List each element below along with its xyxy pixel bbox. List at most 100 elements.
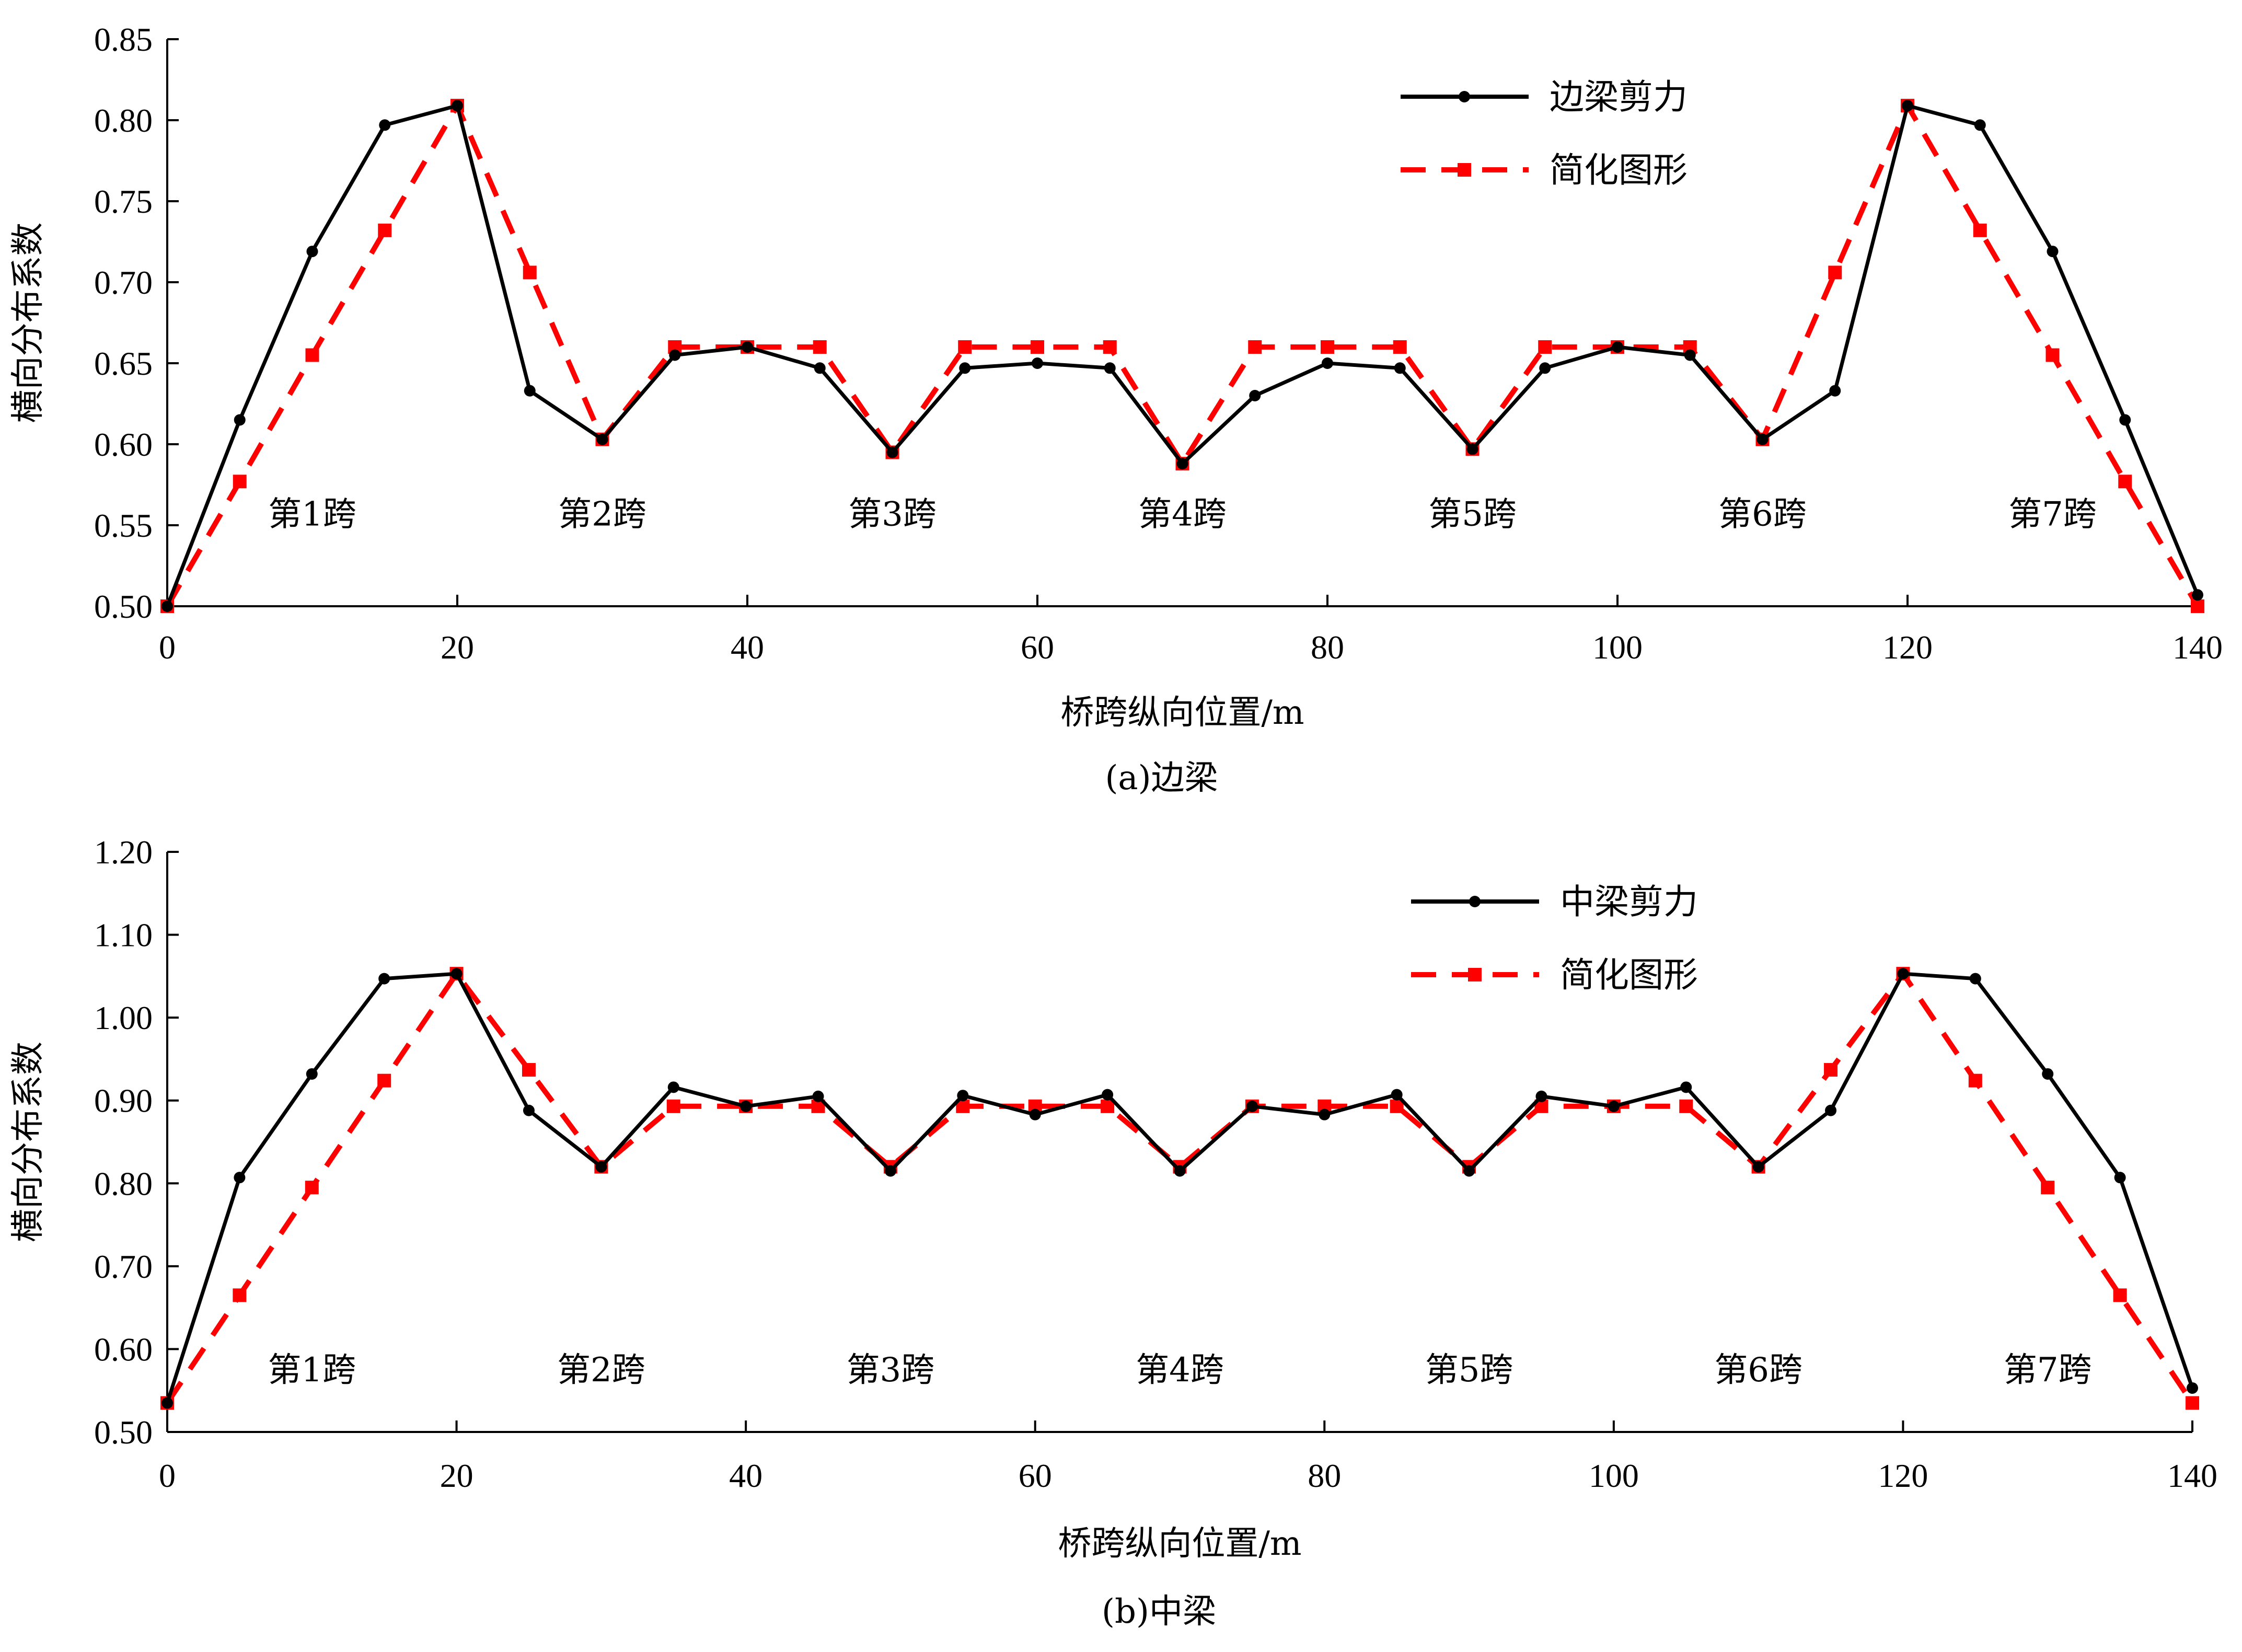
data-point bbox=[1104, 362, 1116, 374]
data-point bbox=[1319, 1108, 1331, 1120]
legend-marker bbox=[1468, 968, 1482, 981]
data-point bbox=[1176, 458, 1188, 470]
data-point bbox=[669, 349, 681, 361]
data-point bbox=[957, 1090, 969, 1102]
chart-panel-a: 0.50 0.55 0.60 0.65 0.70 0.75 0.80 0.85 0 20 40 60 8… bbox=[9, 21, 2223, 798]
data-point bbox=[161, 1397, 173, 1409]
y-tick-label: 0.80 bbox=[94, 1165, 153, 1202]
x-tick-label: 100 bbox=[1589, 1457, 1639, 1494]
span-label: 第2跨 bbox=[558, 495, 646, 534]
y-tick-label: 0.50 bbox=[94, 588, 153, 625]
y-tick-label: 0.55 bbox=[94, 507, 153, 544]
data-point bbox=[740, 1100, 752, 1112]
data-point bbox=[1756, 433, 1769, 445]
span-label: 第1跨 bbox=[268, 1351, 356, 1390]
data-point bbox=[306, 246, 318, 258]
data-point bbox=[1174, 1165, 1186, 1177]
data-point bbox=[2186, 1396, 2199, 1410]
data-point bbox=[959, 362, 971, 374]
data-point bbox=[884, 1165, 896, 1177]
data-point bbox=[524, 385, 536, 397]
x-tick-label: 0 bbox=[159, 629, 176, 666]
data-point bbox=[667, 1081, 679, 1093]
data-point bbox=[234, 1172, 246, 1184]
data-point bbox=[1029, 1108, 1041, 1120]
data-point bbox=[1825, 1104, 1837, 1116]
legend-label: 中梁剪力 bbox=[1560, 882, 1698, 922]
span-label: 第4跨 bbox=[1136, 1351, 1224, 1390]
y-tick-label: 0.60 bbox=[94, 426, 153, 463]
y-tick-label: 0.50 bbox=[94, 1414, 153, 1451]
data-point bbox=[742, 341, 753, 353]
span-label: 第4跨 bbox=[1138, 495, 1227, 534]
data-point bbox=[1466, 443, 1478, 455]
x-tick-label: 20 bbox=[440, 1457, 473, 1494]
data-point bbox=[2113, 1288, 2127, 1302]
data-point bbox=[1393, 340, 1407, 354]
data-point bbox=[1612, 341, 1623, 353]
span-label: 第5跨 bbox=[1425, 1351, 1513, 1390]
x-tick-label: 20 bbox=[441, 629, 474, 666]
data-point bbox=[886, 446, 898, 458]
x-tick-label: 0 bbox=[159, 1457, 176, 1494]
data-point bbox=[1902, 100, 1913, 112]
y-tick-label: 1.20 bbox=[94, 834, 153, 871]
x-tick-label: 40 bbox=[731, 629, 764, 666]
y-tick-label: 0.65 bbox=[94, 345, 153, 382]
span-label: 第3跨 bbox=[848, 495, 937, 534]
span-label: 第7跨 bbox=[2008, 495, 2097, 534]
data-point bbox=[306, 1068, 318, 1080]
span-label: 第2跨 bbox=[557, 1351, 645, 1390]
data-point bbox=[234, 414, 246, 426]
data-point bbox=[1391, 1089, 1403, 1101]
data-point bbox=[595, 1161, 607, 1173]
data-point bbox=[813, 340, 827, 354]
data-point bbox=[1249, 390, 1261, 401]
data-point bbox=[2191, 599, 2204, 613]
chart-panel-b: 0.50 0.60 0.70 0.80 0.90 1.00 1.10 1.20 0 20 40 60 8… bbox=[9, 834, 2217, 1631]
x-axis-title: 桥跨纵向位置/m bbox=[1060, 694, 1304, 732]
y-tick-label: 0.75 bbox=[94, 183, 153, 220]
x-tick-label: 120 bbox=[1882, 629, 1933, 666]
data-point bbox=[812, 1090, 824, 1102]
x-tick-label: 80 bbox=[1311, 629, 1344, 666]
legend-label: 简化图形 bbox=[1560, 955, 1698, 995]
data-point bbox=[1031, 340, 1044, 354]
data-point bbox=[2114, 1172, 2126, 1184]
data-point bbox=[666, 1099, 680, 1113]
data-point bbox=[1680, 1081, 1692, 1093]
x-axis-title: 桥跨纵向位置/m bbox=[1058, 1524, 1301, 1563]
data-point bbox=[1824, 1063, 1838, 1077]
x-tick-label: 120 bbox=[1878, 1457, 1928, 1494]
data-point bbox=[1679, 1099, 1693, 1113]
data-point bbox=[2047, 246, 2059, 258]
span-label: 第5跨 bbox=[1428, 495, 1517, 534]
series-line-simplified bbox=[165, 971, 2195, 1405]
legend-label: 简化图形 bbox=[1550, 150, 1688, 190]
data-point bbox=[305, 348, 319, 362]
data-point bbox=[1102, 1089, 1114, 1101]
data-point bbox=[814, 362, 826, 374]
span-label: 第3跨 bbox=[847, 1351, 935, 1390]
y-tick-label: 1.00 bbox=[94, 999, 153, 1036]
data-point bbox=[1829, 385, 1841, 397]
data-point bbox=[378, 973, 390, 985]
series-line-simplified bbox=[165, 103, 2200, 608]
data-point bbox=[1103, 340, 1117, 354]
data-point bbox=[233, 1288, 247, 1302]
data-point bbox=[161, 600, 173, 612]
y-tick-label: 1.10 bbox=[94, 917, 153, 954]
y-tick-label: 0.70 bbox=[94, 1248, 153, 1285]
data-point bbox=[2041, 1181, 2055, 1195]
data-point bbox=[522, 1063, 536, 1077]
x-tick-label: 80 bbox=[1308, 1457, 1341, 1494]
data-point bbox=[2119, 414, 2131, 426]
x-tick-label: 60 bbox=[1021, 629, 1054, 666]
data-point bbox=[1463, 1165, 1475, 1177]
data-point bbox=[379, 119, 391, 131]
series-line-actual bbox=[165, 972, 2194, 1404]
data-point bbox=[452, 100, 463, 112]
data-point bbox=[1246, 1100, 1258, 1112]
x-tick-label: 60 bbox=[1019, 1457, 1052, 1494]
